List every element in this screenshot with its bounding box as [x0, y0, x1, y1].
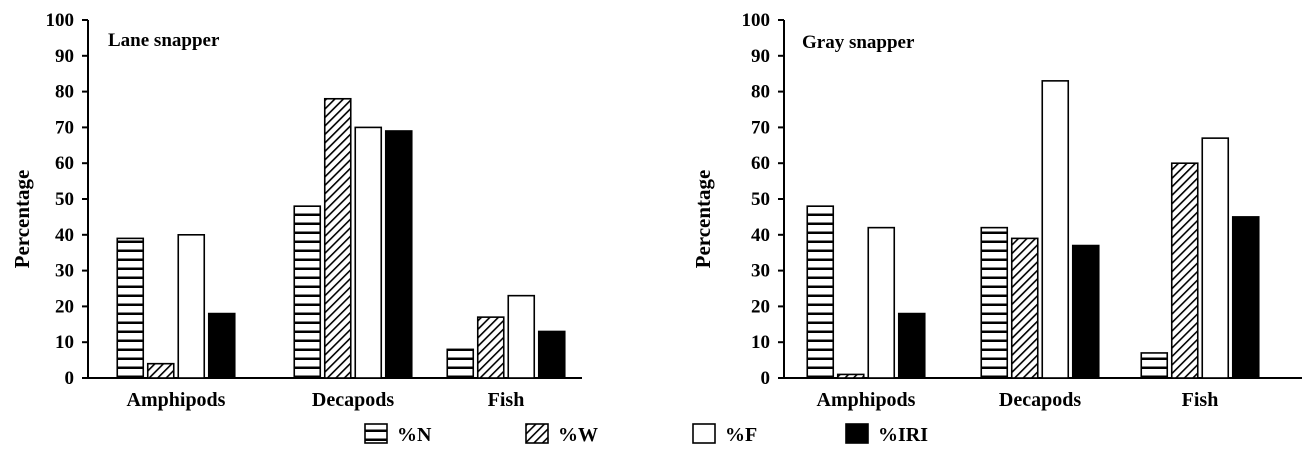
y-tick-label: 80	[55, 82, 74, 103]
bar-pct-f-fish	[1201, 137, 1230, 379]
legend-label: %IRI	[878, 424, 928, 446]
y-tick-label: 0	[65, 368, 75, 389]
bar-pct-w-fish	[1170, 162, 1199, 379]
bar-pct-f-decapods	[1041, 80, 1070, 379]
y-axis-label: Percentage	[691, 170, 715, 269]
bar-pct-f-amphipods	[867, 226, 896, 379]
y-tick-label: 60	[751, 153, 770, 174]
category-label: Fish	[1182, 389, 1219, 411]
y-tick-label: 80	[751, 82, 770, 103]
bar-pct-f-amphipods	[177, 234, 206, 379]
bar-pct-w-fish	[476, 316, 505, 379]
y-axis-label: Percentage	[10, 170, 34, 269]
category-label: Decapods	[999, 389, 1081, 411]
panel-title: Gray snapper	[802, 32, 915, 53]
y-tick-label: 70	[751, 117, 770, 138]
bar-pct-iri-amphipods	[897, 312, 926, 379]
y-tick-label: 20	[751, 296, 770, 317]
y-tick-label: 50	[751, 189, 770, 210]
legend-label: %W	[558, 424, 598, 446]
lane-snapper-panel: 0 10 20 30 40 50 60 70 80 90 100 Percentage Lane sna…	[10, 10, 582, 411]
bar-pct-f-fish	[507, 294, 536, 379]
y-tick-label: 30	[55, 261, 74, 282]
y-tick-label: 100	[46, 10, 75, 31]
legend-swatch	[364, 423, 388, 444]
bar-pct-iri-fish	[1231, 216, 1260, 379]
bar-pct-n-decapods	[980, 226, 1009, 379]
bar-pct-n-decapods	[293, 205, 322, 379]
bar-pct-n-amphipods	[806, 205, 835, 379]
legend-swatch	[845, 423, 869, 444]
y-tick-label: 10	[55, 332, 74, 353]
y-tick-label: 60	[55, 153, 74, 174]
y-tick-label: 40	[55, 225, 74, 246]
category-label: Decapods	[312, 389, 394, 411]
y-tick-label: 50	[55, 189, 74, 210]
bar-pct-iri-decapods	[1071, 244, 1100, 379]
y-tick-label: 0	[761, 368, 771, 389]
legend-label: %N	[397, 424, 432, 446]
legend-swatch	[692, 423, 716, 444]
y-tick-label: 10	[751, 332, 770, 353]
legend-swatch	[525, 423, 549, 444]
bar-pct-iri-amphipods	[207, 312, 236, 379]
y-tick-label: 90	[55, 46, 74, 67]
legend: %N %W %F %IRI	[364, 423, 928, 446]
y-tick-label: 30	[751, 261, 770, 282]
bar-pct-w-decapods	[1010, 237, 1039, 379]
legend-label: %F	[725, 424, 757, 446]
bar-pct-n-fish	[446, 348, 475, 379]
category-label: Amphipods	[127, 389, 226, 411]
bar-pct-iri-decapods	[384, 130, 413, 379]
y-tick-label: 90	[751, 46, 770, 67]
y-tick-label: 20	[55, 296, 74, 317]
bar-pct-f-decapods	[354, 126, 383, 379]
y-tick-label: 40	[751, 225, 770, 246]
gray-snapper-panel: 0 10 20 30 40 50 60 70 80 90 100 Percentage Gray sna…	[691, 10, 1302, 411]
bar-pct-w-amphipods	[836, 373, 865, 379]
y-tick-label: 70	[55, 117, 74, 138]
bar-pct-iri-fish	[537, 330, 566, 379]
bar-pct-n-amphipods	[116, 237, 145, 379]
category-label: Fish	[488, 389, 525, 411]
panel-title: Lane snapper	[108, 30, 220, 51]
bar-pct-n-fish	[1140, 352, 1169, 379]
bar-pct-w-amphipods	[146, 362, 175, 379]
y-tick-label: 100	[742, 10, 771, 31]
bar-pct-w-decapods	[323, 97, 352, 379]
category-label: Amphipods	[817, 389, 916, 411]
